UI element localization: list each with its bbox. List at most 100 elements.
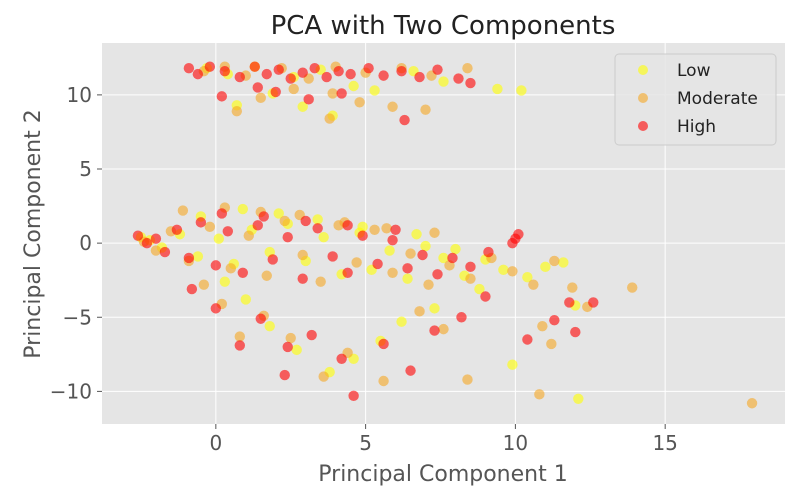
point-moderate <box>420 104 431 115</box>
point-high <box>258 211 269 222</box>
point-high <box>372 258 383 270</box>
point-high <box>252 220 263 231</box>
point-low <box>357 221 368 233</box>
point-moderate <box>387 267 398 278</box>
point-low <box>411 229 422 240</box>
point-moderate <box>354 97 365 108</box>
point-moderate <box>369 224 380 235</box>
point-moderate <box>462 374 473 385</box>
point-high <box>183 252 195 264</box>
point-high <box>483 246 494 258</box>
point-moderate <box>243 230 254 241</box>
point-moderate <box>378 375 389 387</box>
point-moderate <box>351 257 362 268</box>
point-high <box>141 237 153 249</box>
point-moderate <box>567 282 578 293</box>
y-tick-label: 10 <box>67 83 92 107</box>
point-high <box>456 312 467 323</box>
point-high <box>396 65 407 77</box>
legend-label-moderate: Moderate <box>677 89 758 109</box>
point-low <box>312 214 323 225</box>
point-high <box>405 365 416 376</box>
point-high <box>588 297 599 308</box>
point-moderate <box>204 221 216 233</box>
point-low <box>369 85 380 96</box>
point-moderate <box>546 338 557 350</box>
point-high <box>195 217 207 228</box>
point-high <box>336 353 347 364</box>
point-high <box>465 77 476 89</box>
point-moderate <box>288 83 299 95</box>
point-low <box>522 272 533 283</box>
point-high <box>432 269 443 280</box>
point-moderate <box>438 323 449 335</box>
point-high <box>234 340 245 351</box>
point-low <box>429 303 440 314</box>
point-high <box>480 291 491 302</box>
point-low <box>507 359 518 370</box>
point-low <box>213 233 225 244</box>
point-high <box>303 94 314 105</box>
point-high <box>390 224 401 235</box>
point-high <box>378 338 389 350</box>
point-high <box>363 63 374 74</box>
x-tick-label: 0 <box>209 431 222 455</box>
point-low <box>264 320 275 332</box>
legend: Low Moderate High <box>614 53 777 146</box>
point-low <box>402 273 413 284</box>
point-high <box>342 220 353 231</box>
point-high <box>183 63 195 74</box>
point-high <box>270 86 281 98</box>
point-high <box>333 65 344 77</box>
point-moderate <box>255 92 266 104</box>
point-high <box>273 64 284 75</box>
point-moderate <box>414 306 425 317</box>
point-high <box>378 70 389 81</box>
point-high <box>570 326 581 338</box>
point-high <box>321 71 332 83</box>
point-moderate <box>429 227 440 238</box>
legend-marker-moderate <box>638 93 648 103</box>
point-moderate <box>297 249 308 261</box>
point-high <box>507 237 518 249</box>
y-tick-label: −10 <box>50 379 92 403</box>
point-high <box>309 63 320 74</box>
point-high <box>312 223 323 234</box>
point-moderate <box>627 282 638 293</box>
y-axis-label: Principal Component 2 <box>21 109 46 358</box>
point-low <box>237 203 248 215</box>
point-moderate <box>318 371 329 382</box>
point-high <box>402 263 413 274</box>
point-high <box>261 68 272 80</box>
point-low <box>396 316 407 327</box>
point-high <box>447 252 458 264</box>
point-high <box>297 273 308 284</box>
point-high <box>513 229 524 240</box>
point-low <box>540 261 551 273</box>
x-tick-label: 10 <box>503 431 528 455</box>
point-high <box>222 226 234 237</box>
point-moderate <box>465 273 476 284</box>
point-moderate <box>315 276 326 287</box>
point-high <box>279 369 290 381</box>
legend-label-high: High <box>677 117 716 137</box>
point-moderate <box>746 398 758 409</box>
point-low <box>450 243 461 255</box>
point-high <box>210 260 222 271</box>
point-moderate <box>528 279 539 290</box>
point-moderate <box>387 101 398 112</box>
point-moderate <box>381 223 392 234</box>
point-moderate <box>279 215 290 227</box>
point-high <box>171 224 183 235</box>
point-low <box>219 276 231 287</box>
point-moderate <box>327 88 338 99</box>
point-high <box>453 73 464 84</box>
point-high <box>429 325 440 336</box>
point-moderate <box>324 113 335 124</box>
point-high <box>219 65 231 77</box>
point-high <box>150 233 162 244</box>
x-axis-label: Principal Component 1 <box>318 462 567 487</box>
point-moderate <box>507 266 518 277</box>
legend-box <box>614 53 777 146</box>
legend-label-low: Low <box>677 61 711 81</box>
